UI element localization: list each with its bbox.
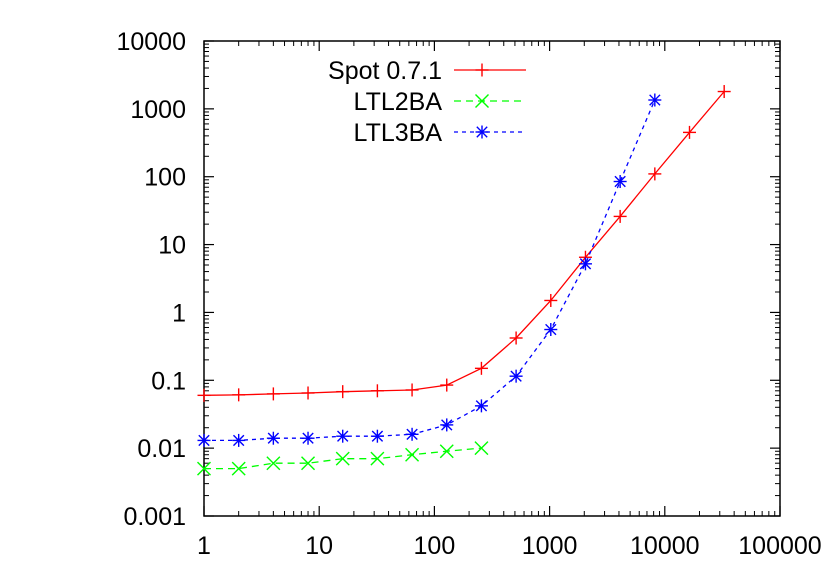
y-tick-label: 1 (172, 299, 186, 327)
data-point (439, 444, 454, 459)
data-point (441, 419, 453, 431)
data-point (474, 441, 489, 456)
x-tick-label: 100 (414, 532, 456, 560)
data-point (614, 175, 626, 188)
y-tick-label: 0.001 (123, 503, 186, 531)
data-point (231, 461, 246, 476)
data-point (337, 430, 349, 442)
data-point (649, 94, 661, 106)
series-layer (197, 85, 731, 476)
legend-label: Spot 0.7.1 (328, 57, 442, 85)
axis-ticks: 1 10 100 1000 10000 100000 0.001 0.01 0.1 1 10 100 1… (116, 28, 821, 560)
data-point (370, 451, 385, 466)
legend-label: LTL2BA (354, 88, 443, 116)
x-tick-label: 1 (197, 532, 211, 560)
plot-border (203, 40, 781, 517)
series-line (203, 91, 725, 396)
data-point (301, 456, 316, 471)
data-point (371, 430, 384, 442)
data-point (545, 323, 557, 336)
y-tick-label: 10 (158, 232, 186, 260)
legend: Spot 0.7.1 LTL2BA LTL3BA (328, 57, 526, 147)
series-0 (197, 85, 731, 402)
y-tick-label: 100 (144, 164, 186, 192)
data-point (302, 432, 314, 444)
data-point (579, 258, 592, 270)
series-1 (197, 441, 489, 476)
series-2 (197, 93, 662, 447)
x-tick-label: 100000 (738, 532, 821, 560)
series-line (204, 447, 482, 470)
x-tick-label: 10000 (630, 532, 700, 560)
legend-label: LTL3BA (354, 119, 443, 147)
data-point (475, 400, 488, 412)
plot-frame (203, 40, 781, 517)
y-tick-label: 10000 (116, 28, 186, 56)
series-line (204, 99, 656, 442)
x-tick-label: 10 (305, 532, 333, 560)
legend-marker (475, 94, 489, 108)
data-point (198, 434, 210, 447)
data-point (510, 370, 522, 382)
data-point (232, 434, 245, 447)
y-tick-label: 0.1 (151, 367, 186, 395)
y-tick-label: 0.01 (137, 435, 186, 463)
legend-marker (476, 126, 488, 138)
data-point (266, 456, 281, 471)
x-tick-label: 1000 (522, 532, 578, 560)
data-point (405, 447, 420, 462)
y-tick-label: 1000 (130, 96, 186, 124)
data-point (197, 461, 211, 476)
data-point (267, 432, 280, 444)
data-point (406, 428, 418, 440)
data-point (335, 451, 350, 466)
